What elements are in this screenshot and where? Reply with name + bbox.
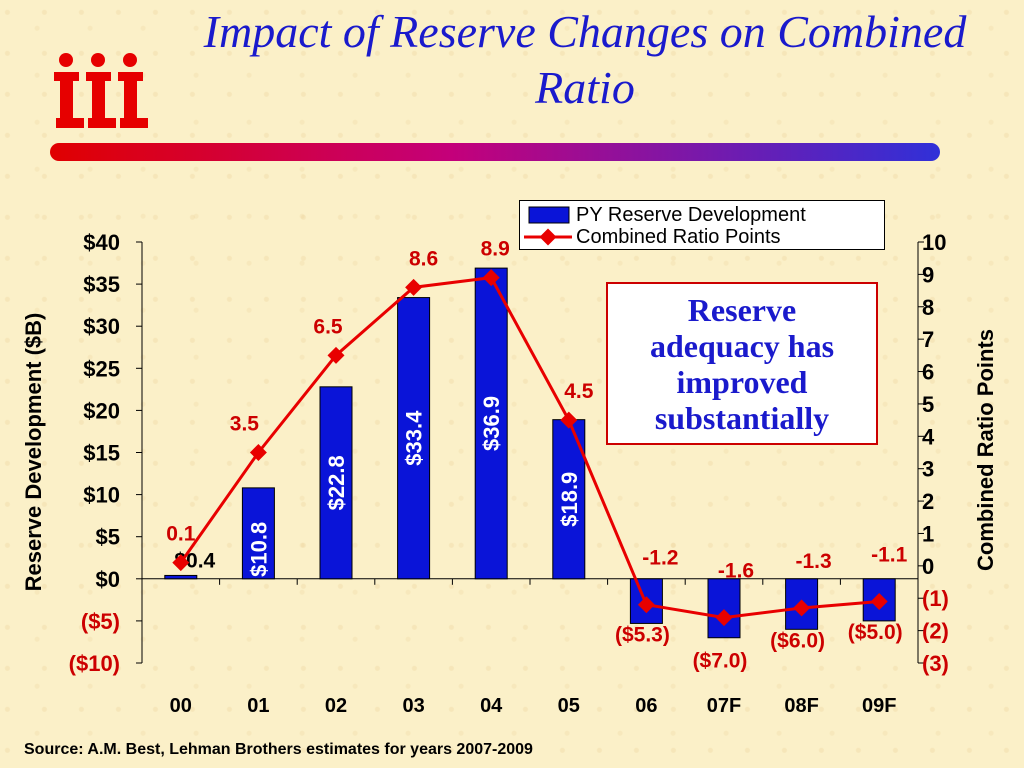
line-point — [793, 599, 811, 617]
line-point — [405, 278, 423, 296]
x-tick-label: 08F — [784, 695, 818, 717]
bar — [319, 386, 353, 580]
left-tick-label: $40 — [83, 230, 120, 255]
right-tick-label: 0 — [922, 554, 934, 579]
right-tick-label: 7 — [922, 327, 934, 352]
right-tick-label: 3 — [922, 457, 934, 482]
left-tick-label: $5 — [96, 525, 120, 550]
bar-value-label: ($6.0) — [770, 629, 825, 652]
bar — [474, 267, 508, 580]
legend-item-bars: PY Reserve Development — [520, 203, 884, 227]
line-value-label: 0.1 — [166, 523, 196, 546]
line-point — [870, 592, 888, 610]
title-divider — [50, 143, 940, 161]
x-tick-label: 00 — [170, 695, 192, 717]
x-tick-label: 07F — [707, 695, 741, 717]
right-tick-label: 9 — [922, 262, 934, 287]
line-point — [637, 596, 655, 614]
callout-box: Reserve adequacy has improved substantia… — [606, 282, 878, 445]
line-value-label: -1.3 — [796, 550, 832, 573]
line-point — [172, 554, 190, 572]
line-value-label: 8.6 — [409, 247, 438, 270]
right-tick-label: (1) — [922, 586, 949, 611]
x-tick-label: 09F — [862, 695, 896, 717]
line-value-label: 6.5 — [313, 315, 343, 338]
line-value-label: 4.5 — [564, 380, 594, 403]
legend-item-line: Combined Ratio Points — [520, 225, 884, 249]
x-tick-label: 03 — [402, 695, 424, 717]
line-value-label: 8.9 — [481, 238, 510, 261]
bar — [241, 487, 275, 580]
legend-label-line: Combined Ratio Points — [576, 226, 781, 248]
bar-value-label: $18.9 — [557, 472, 582, 527]
legend-line-swatch — [524, 228, 572, 246]
chart-title: Impact of Reserve Changes on Combined Ra… — [203, 6, 967, 113]
line-value-label: 3.5 — [230, 413, 260, 436]
y-axis-title: Reserve Development ($B) — [21, 313, 46, 592]
right-tick-label: 10 — [922, 230, 946, 255]
right-tick-label: 4 — [922, 424, 935, 449]
line-value-label: -1.6 — [718, 560, 754, 583]
legend: PY Reserve Development Combined Ratio Po… — [519, 200, 885, 250]
iii-logo — [54, 53, 148, 128]
y2-axis-title: Combined Ratio Points — [973, 329, 998, 571]
right-tick-label: (3) — [922, 651, 949, 676]
line-point — [560, 411, 578, 429]
source-note: Source: A.M. Best, Lehman Brothers estim… — [24, 741, 533, 758]
bar — [164, 574, 198, 580]
right-tick-label: 5 — [922, 392, 934, 417]
bar-value-label: $36.9 — [479, 396, 504, 451]
bar-value-label: ($5.0) — [848, 621, 903, 644]
x-tick-label: 05 — [558, 695, 580, 717]
bar — [707, 578, 741, 639]
line-point — [715, 609, 733, 627]
callout-text: Reserve adequacy has improved substantia… — [649, 291, 835, 436]
line-point — [327, 346, 345, 364]
left-tick-label: $20 — [83, 398, 120, 423]
line-value-label: -1.1 — [871, 543, 908, 566]
left-tick-label: ($5) — [81, 609, 120, 634]
bar-value-label: ($5.3) — [615, 623, 670, 646]
line-point — [249, 444, 267, 461]
line-point — [482, 269, 500, 287]
x-tick-label: 06 — [635, 695, 657, 717]
line-value-label: -1.2 — [642, 547, 678, 570]
right-tick-label: (2) — [922, 619, 949, 644]
left-tick-label: $25 — [83, 356, 120, 381]
legend-bar-swatch — [528, 206, 570, 224]
left-tick-label: $15 — [83, 441, 120, 466]
bar — [397, 297, 431, 580]
left-tick-label: $0 — [96, 567, 120, 592]
right-tick-label: 8 — [922, 295, 934, 320]
bar-value-label: $10.8 — [246, 522, 271, 577]
right-tick-label: 2 — [922, 489, 934, 514]
left-tick-label: $30 — [83, 314, 120, 339]
combined-ratio-line — [179, 276, 880, 620]
left-tick-label: $35 — [83, 272, 120, 297]
legend-label-bars: PY Reserve Development — [576, 204, 806, 226]
bar-value-label: $22.8 — [324, 455, 349, 510]
x-tick-label: 01 — [247, 695, 269, 717]
x-tick-label: 02 — [325, 695, 347, 717]
right-tick-label: 6 — [922, 360, 934, 385]
bar-value-label: $33.4 — [402, 410, 427, 466]
x-tick-label: 04 — [480, 695, 503, 717]
left-tick-label: ($10) — [69, 651, 120, 676]
bar-value-label: ($7.0) — [693, 650, 748, 673]
right-tick-label: 1 — [922, 521, 934, 546]
left-tick-label: $10 — [83, 483, 120, 508]
